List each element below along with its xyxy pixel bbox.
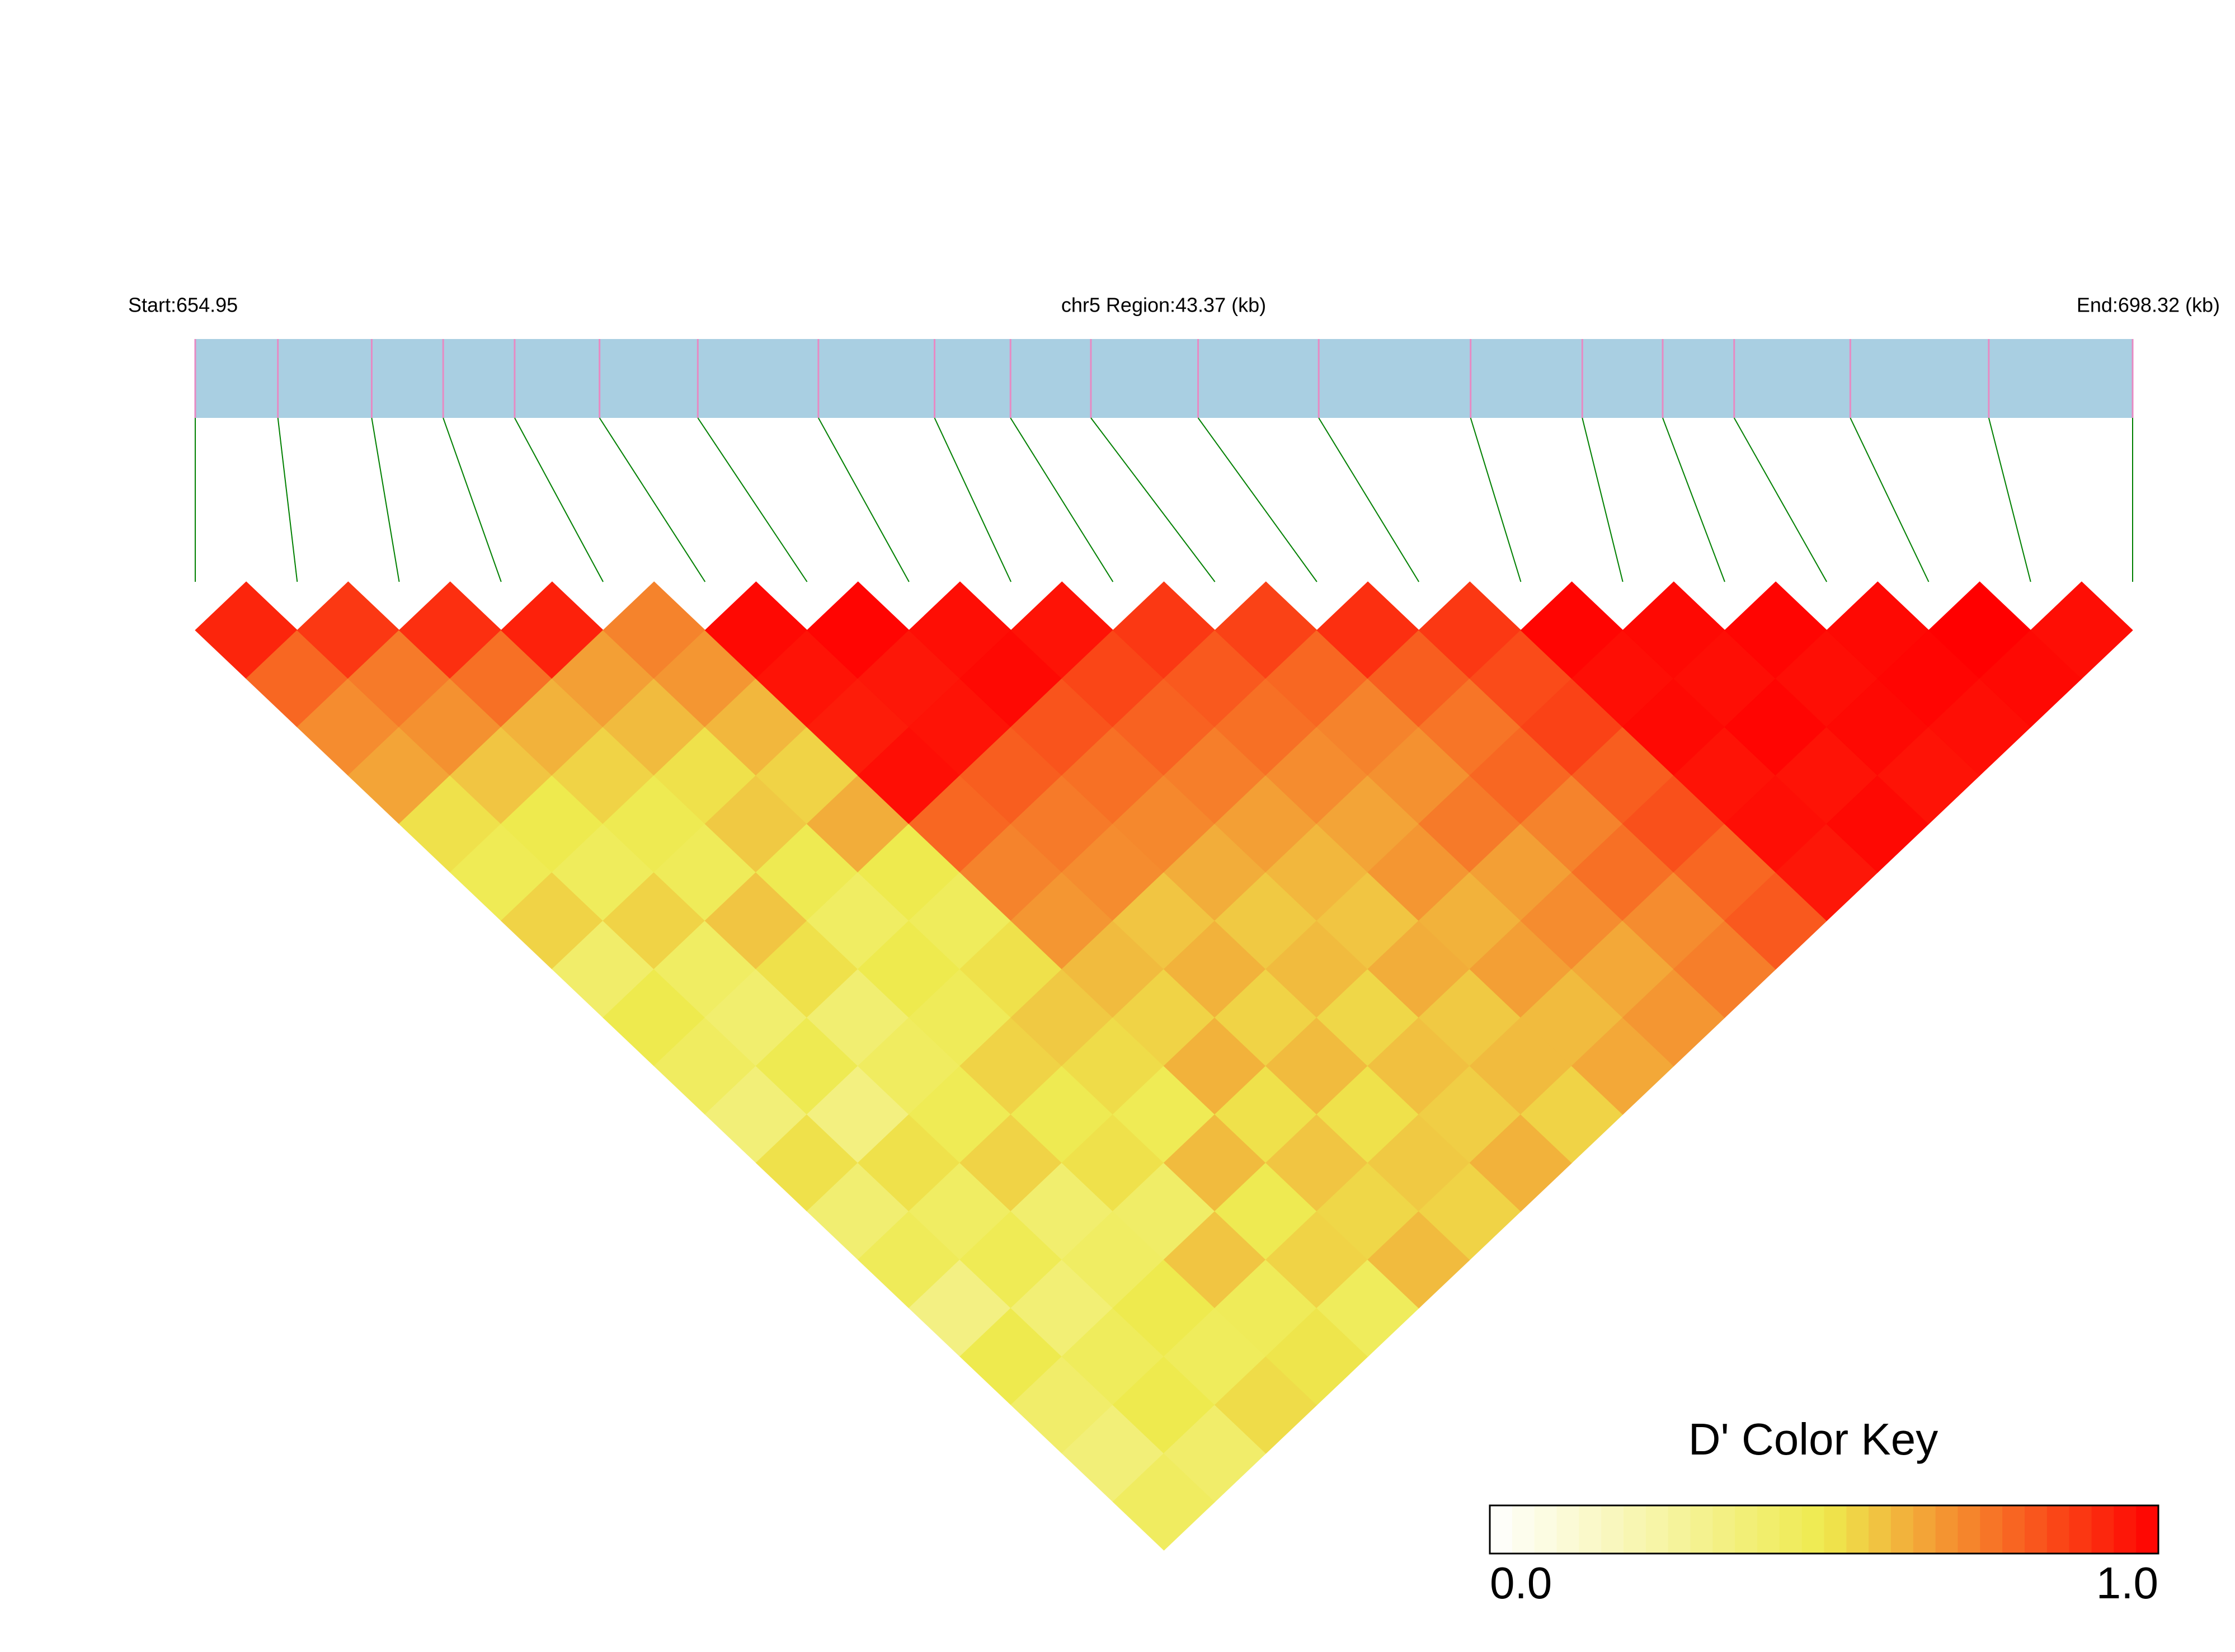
snp-link (1988, 417, 2031, 582)
key-tick-label: 1.0 (2096, 1558, 2158, 1608)
region-label: chr5 Region:43.37 (kb) (1061, 294, 1266, 317)
key-swatch (1624, 1505, 1646, 1554)
end-label: End:698.32 (kb) (2077, 294, 2220, 317)
key-swatch (1512, 1505, 1535, 1554)
key-swatch (1645, 1505, 1669, 1554)
key-swatch (1958, 1505, 1980, 1554)
key-swatch (1690, 1505, 1713, 1554)
key-swatch (1980, 1505, 2003, 1554)
start-label: Start:654.95 (128, 294, 238, 317)
snp-link (1197, 417, 1318, 582)
key-swatch (1869, 1505, 1891, 1554)
snp-link (599, 417, 706, 582)
key-swatch (2136, 1505, 2159, 1554)
key-swatch (1668, 1505, 1691, 1554)
ld-cell (2030, 581, 2133, 679)
key-swatch (1757, 1505, 1780, 1554)
key-swatch (2091, 1505, 2114, 1554)
key-swatch (2025, 1505, 2048, 1554)
snp-link (371, 417, 400, 582)
key-swatch (1712, 1505, 1735, 1554)
key-swatch (2114, 1505, 2137, 1554)
key-swatch (1779, 1505, 1803, 1554)
key-swatch (1579, 1505, 1602, 1554)
key-swatch (1735, 1505, 1758, 1554)
snp-link (443, 417, 502, 582)
snp-link (818, 417, 910, 582)
snp-link (1662, 417, 1725, 582)
snp-link (1733, 417, 1828, 582)
key-swatch (1490, 1505, 1513, 1554)
snp-link (514, 417, 604, 582)
snp-link (697, 417, 808, 582)
snp-link (1010, 417, 1114, 582)
key-swatch (1601, 1505, 1624, 1554)
key-swatch (1846, 1505, 1869, 1554)
key-swatch (1935, 1505, 1958, 1554)
key-swatch (1913, 1505, 1936, 1554)
snp-link (934, 417, 1012, 582)
key-title: D' Color Key (1688, 1414, 1938, 1464)
key-swatch (1891, 1505, 1914, 1554)
snp-link (1470, 417, 1522, 582)
snp-track (195, 339, 2133, 418)
key-swatch (1801, 1505, 1824, 1554)
key-swatch (2069, 1505, 2092, 1554)
snp-link (1582, 417, 1624, 582)
key-swatch (1824, 1505, 1847, 1554)
snp-link (277, 417, 298, 582)
key-tick-label: 0.0 (1490, 1558, 1552, 1608)
snp-link (1090, 417, 1216, 582)
key-swatch (2046, 1505, 2070, 1554)
snp-link (1318, 417, 1420, 582)
key-frame (1489, 1504, 2159, 1555)
snp-link (1850, 417, 1930, 582)
key-swatch (1534, 1505, 1557, 1554)
key-swatch (1556, 1505, 1579, 1554)
key-swatch (2002, 1505, 2025, 1554)
